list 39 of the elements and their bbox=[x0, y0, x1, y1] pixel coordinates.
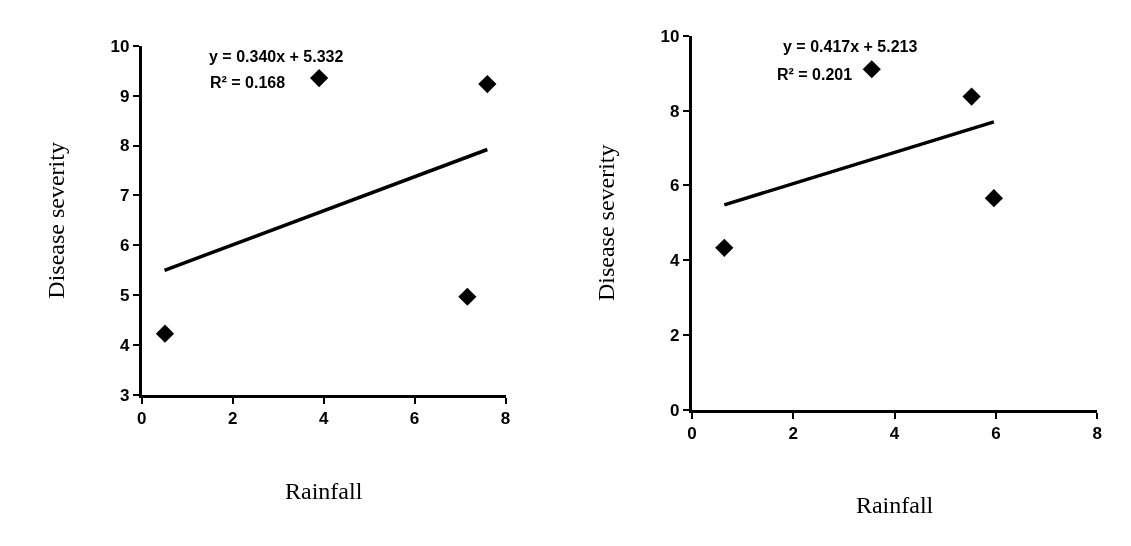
x-tick-label: 8 bbox=[500, 409, 511, 429]
point bbox=[862, 60, 881, 79]
annotation: y = 0.340x + 5.332 bbox=[209, 48, 344, 65]
x-tick-label: 2 bbox=[788, 423, 798, 443]
y-axis-title: Disease severity bbox=[42, 142, 69, 299]
point bbox=[984, 189, 1003, 208]
x-tick-label: 0 bbox=[687, 423, 697, 443]
y-tick-label: 8 bbox=[670, 101, 680, 121]
y-tick-label: 5 bbox=[119, 286, 130, 306]
y-tick-label: 4 bbox=[119, 336, 130, 356]
y-tick-label: 8 bbox=[119, 136, 130, 156]
point bbox=[478, 75, 497, 94]
point bbox=[458, 287, 477, 306]
y-tick-label: 6 bbox=[119, 236, 130, 256]
annotation: y = 0.417x + 5.213 bbox=[783, 38, 918, 55]
y-tick-label: 10 bbox=[110, 36, 130, 56]
x-tick-label: 6 bbox=[409, 409, 420, 429]
x-tick-label: 2 bbox=[227, 409, 238, 429]
y-tick-label: 2 bbox=[670, 325, 680, 345]
point bbox=[310, 69, 329, 88]
y-tick-label: 9 bbox=[119, 86, 130, 106]
x-tick-label: 0 bbox=[137, 409, 147, 429]
point bbox=[962, 87, 981, 106]
annotation: R² = 0.168 bbox=[210, 74, 286, 91]
y-axis-title: Disease severity bbox=[592, 144, 619, 302]
y-tick-label: 6 bbox=[670, 176, 680, 196]
y-tick-label: 4 bbox=[670, 251, 680, 271]
x-tick-label: 4 bbox=[318, 409, 329, 429]
annotation: R² = 0.201 bbox=[777, 66, 853, 83]
point bbox=[715, 238, 734, 257]
x-axis-title: Rainfall bbox=[855, 492, 934, 519]
y-tick-label: 7 bbox=[119, 186, 130, 206]
x-tick-label: 4 bbox=[889, 423, 900, 443]
x-tick-label: 8 bbox=[1092, 423, 1102, 443]
point bbox=[155, 324, 175, 343]
x-axis-title: Rainfall bbox=[285, 477, 363, 504]
x-tick-label: 6 bbox=[991, 423, 1001, 443]
y-tick-label: 10 bbox=[660, 26, 680, 46]
y-tick-label: 3 bbox=[119, 386, 130, 406]
